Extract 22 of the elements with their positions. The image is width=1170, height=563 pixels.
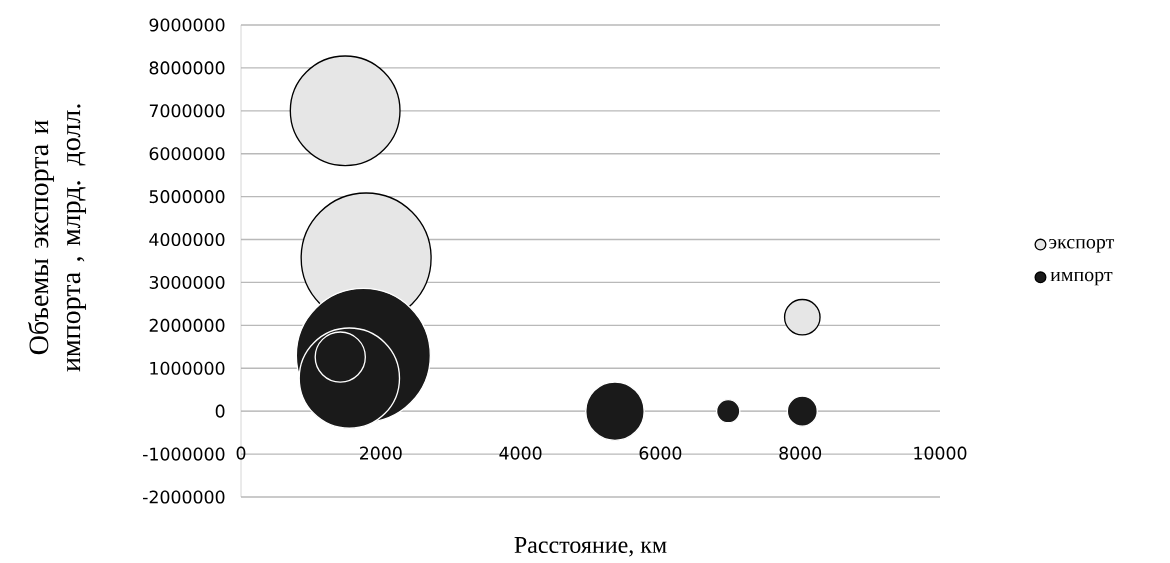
x-tick-label: 6000 — [639, 446, 682, 460]
x-tick-label: 8000 — [779, 446, 822, 460]
y-tick-label: 2000000 — [149, 318, 225, 332]
y-tick-label: 0 — [215, 404, 225, 418]
y-tick-label: -2000000 — [143, 490, 225, 504]
y-tick-label: 6000000 — [149, 147, 225, 161]
y-tick-label: 5000000 — [149, 190, 225, 204]
y-tick-label: 7000000 — [149, 104, 225, 118]
x-axis-title: Расстояние, км — [514, 537, 667, 557]
x-tick-label: 2000 — [360, 446, 402, 460]
x-tick-label: 0 — [236, 446, 246, 460]
y-tick-label: -1000000 — [143, 447, 225, 461]
y-tick-label: 9000000 — [149, 18, 225, 32]
y-tick-label: 8000000 — [149, 61, 225, 75]
y-tick-label: 1000000 — [150, 361, 225, 375]
y-tick-label: 4000000 — [149, 232, 225, 247]
legend-label: импорт — [1050, 271, 1113, 286]
y-tick-label: 3000000 — [149, 275, 225, 289]
x-tick-label: 4000 — [499, 446, 542, 460]
x-tick-label: 10000 — [914, 446, 967, 460]
y-axis-title: Объемы экспорта и импорта , млрд. долл. — [28, 104, 87, 372]
legend-label: экспорт — [1049, 238, 1115, 253]
